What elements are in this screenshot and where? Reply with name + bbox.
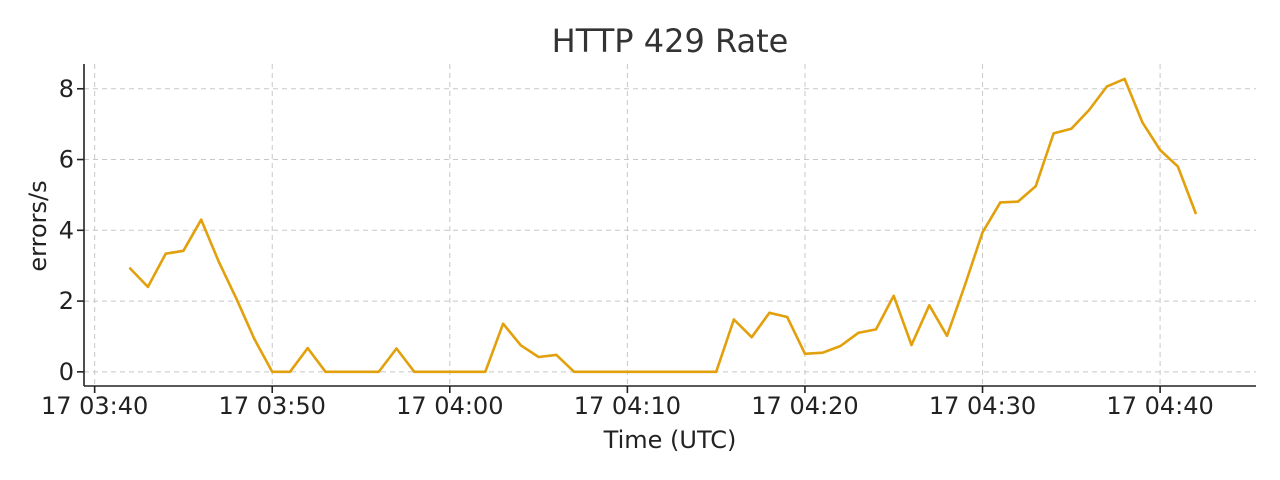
ticks: 0 2 4 6 8 17 03:40 17 03:50 17 04:00 17 04:10 17 … (41, 75, 1214, 420)
x-tick-label: 17 04:20 (751, 392, 858, 420)
data-point (1194, 211, 1197, 215)
data-point (395, 347, 398, 350)
y-tick-label: 2 (59, 287, 74, 315)
data-point (732, 318, 736, 321)
y-tick-label: 6 (59, 146, 74, 174)
data-point (715, 370, 718, 373)
data-point (643, 370, 647, 373)
data-point (306, 346, 309, 350)
data-point (359, 370, 363, 373)
data-point (857, 331, 860, 335)
x-tick-label: 17 04:10 (574, 392, 681, 420)
data-point (1016, 200, 1020, 203)
data-point (1176, 165, 1180, 168)
data-point (217, 261, 221, 264)
data-point (501, 322, 505, 325)
data-point (910, 343, 913, 347)
series-line (128, 77, 1197, 374)
y-axis-label: errors/s (24, 180, 52, 271)
grid (84, 64, 1256, 386)
data-point (608, 370, 611, 373)
data-point (661, 370, 665, 373)
data-point (626, 370, 629, 373)
data-point (892, 294, 895, 297)
data-point (981, 231, 984, 234)
data-point (466, 370, 469, 373)
data-point (200, 218, 203, 221)
chart-title: HTTP 429 Rate (552, 22, 789, 60)
data-point (555, 353, 558, 357)
x-tick-label: 17 04:00 (396, 392, 503, 420)
data-point (697, 370, 700, 373)
data-point (1141, 121, 1144, 124)
y-tick-label: 4 (59, 216, 74, 244)
data-point (519, 344, 522, 347)
data-point (679, 370, 682, 373)
data-point (1052, 132, 1055, 135)
data-point (537, 355, 540, 359)
data-point (324, 370, 327, 373)
data-point (182, 249, 185, 252)
data-point (413, 370, 416, 373)
axes (83, 64, 1256, 387)
data-point (963, 284, 966, 287)
data-point (1070, 127, 1073, 130)
data-point (235, 298, 238, 301)
data-point (1105, 85, 1109, 88)
data-point (253, 338, 256, 341)
data-point (786, 315, 789, 319)
data-point (484, 370, 487, 373)
data-point (288, 370, 292, 373)
data-point (768, 311, 771, 314)
data-point (271, 370, 274, 373)
data-point (1087, 108, 1091, 112)
data-point (129, 267, 132, 270)
data-point (146, 285, 150, 289)
data-point (839, 344, 842, 348)
data-point (1123, 77, 1126, 81)
x-tick-label: 17 03:40 (41, 392, 148, 420)
data-point (821, 351, 824, 354)
data-point (1034, 184, 1038, 188)
data-point (945, 334, 949, 337)
data-point (377, 370, 380, 373)
data-point (1158, 148, 1162, 152)
data-point (164, 252, 167, 255)
x-axis-label: Time (UTC) (603, 426, 737, 454)
data-point (342, 370, 345, 373)
data-point (590, 370, 594, 373)
data-point (928, 304, 931, 307)
data-point (999, 201, 1002, 204)
data-point (430, 370, 434, 373)
data-point (572, 370, 576, 373)
data-point (750, 336, 753, 339)
data-point (874, 328, 878, 331)
x-tick-label: 17 04:30 (929, 392, 1036, 420)
data-point (803, 352, 807, 355)
y-tick-label: 8 (59, 75, 74, 103)
series-layer (128, 77, 1197, 374)
x-tick-label: 17 04:40 (1106, 392, 1213, 420)
data-point (448, 370, 451, 373)
x-tick-label: 17 03:50 (219, 392, 326, 420)
y-tick-label: 0 (59, 358, 74, 386)
